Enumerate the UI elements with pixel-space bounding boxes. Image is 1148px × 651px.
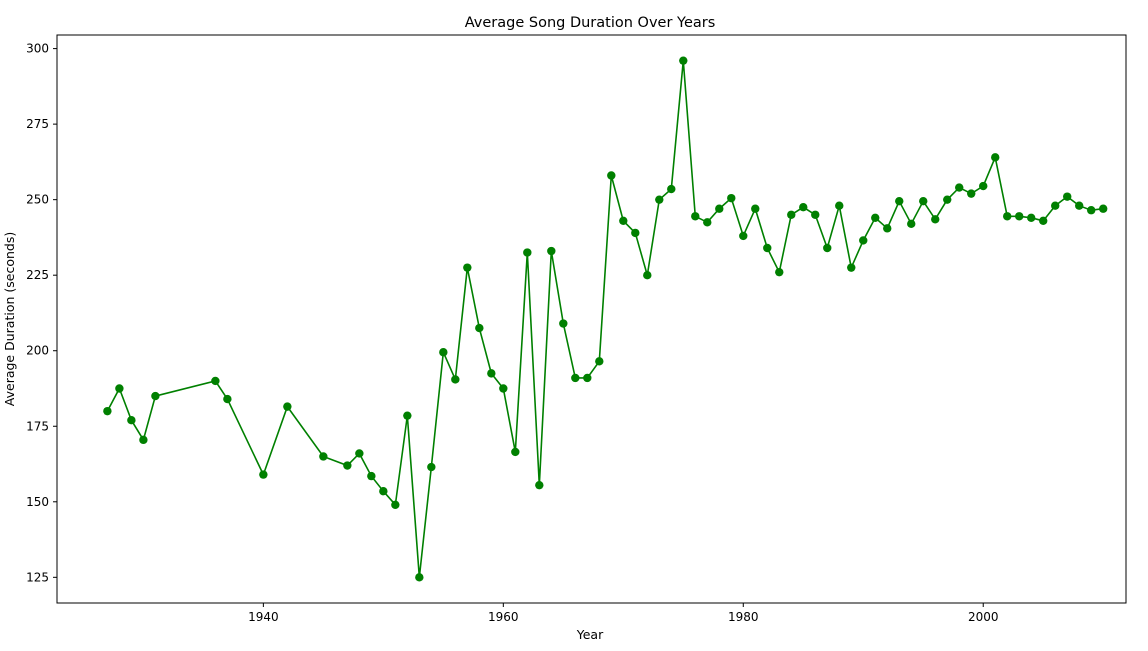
data-point [139, 435, 148, 445]
x-tick-label: 2000 [968, 610, 999, 624]
data-point [883, 224, 892, 233]
data-point [319, 452, 328, 461]
data-point [967, 189, 976, 198]
data-point [727, 193, 736, 203]
data-point [439, 348, 448, 357]
data-point [103, 406, 112, 416]
data-point [1099, 204, 1108, 213]
data-point [391, 500, 400, 510]
data-point [379, 487, 388, 496]
data-point [907, 219, 916, 229]
data-point [523, 248, 532, 257]
data-point [499, 384, 508, 393]
data-point [751, 204, 760, 213]
data-point [355, 449, 364, 458]
data-point [991, 153, 1000, 162]
x-tick-label: 1960 [488, 610, 519, 624]
data-point [403, 411, 412, 420]
data-point [979, 181, 988, 191]
data-point [919, 196, 928, 206]
data-point [895, 196, 904, 206]
data-point [715, 204, 724, 213]
data-point [871, 213, 880, 222]
data-point [463, 263, 472, 272]
data-point [535, 480, 544, 490]
data-point [115, 384, 124, 393]
data-point [607, 171, 616, 180]
data-point [703, 218, 712, 227]
data-point [1003, 212, 1012, 221]
data-point [655, 195, 664, 204]
data-point [223, 394, 232, 404]
series-points [103, 56, 1108, 582]
data-point [127, 416, 136, 425]
data-point [259, 470, 268, 479]
y-tick-label: 250 [26, 193, 49, 207]
x-axis: 1940 1960 1980 2000 [248, 603, 999, 624]
data-point [859, 236, 868, 245]
data-point [1063, 192, 1072, 201]
y-tick-label: 125 [26, 570, 49, 584]
data-point [475, 323, 484, 333]
data-point [931, 215, 940, 224]
data-point [955, 183, 964, 192]
data-point [1051, 201, 1060, 210]
data-point [1015, 212, 1024, 221]
data-point [1027, 213, 1036, 222]
y-tick-label: 225 [26, 268, 49, 282]
plot-area: 1940 1960 1980 2000 125 150 175 200 225 250 275 30… [26, 34, 1127, 624]
x-tick-label: 1980 [728, 610, 759, 624]
data-point [835, 201, 844, 210]
data-point [511, 447, 520, 457]
data-point [667, 184, 676, 194]
chart-title: Average Song Duration Over Years [465, 15, 716, 31]
data-point [151, 391, 160, 401]
data-point [619, 216, 628, 226]
data-point [823, 243, 832, 253]
x-tick-label: 1940 [248, 610, 279, 624]
data-point [583, 373, 592, 383]
data-point [643, 270, 652, 280]
data-point [811, 210, 820, 219]
data-point [595, 357, 604, 366]
data-point [763, 243, 772, 253]
x-axis-label: Year [576, 627, 604, 642]
y-axis-label: Average Duration (seconds) [2, 232, 17, 406]
data-point [739, 231, 748, 241]
data-point [847, 263, 856, 272]
data-point [283, 402, 292, 411]
data-point [559, 319, 568, 328]
series-line [106, 60, 1104, 578]
data-point [943, 195, 952, 204]
data-point [451, 375, 460, 384]
data-point [691, 212, 700, 221]
y-axis: 125 150 175 200 225 250 275 300 [26, 42, 57, 584]
data-point [799, 203, 808, 212]
data-point [343, 461, 352, 470]
data-point [571, 373, 580, 383]
data-point [211, 376, 220, 386]
plot-frame [56, 34, 1127, 604]
y-tick-label: 275 [26, 117, 49, 131]
y-tick-label: 150 [26, 495, 49, 509]
y-tick-label: 200 [26, 344, 49, 358]
data-point [631, 228, 640, 238]
data-point [775, 267, 784, 277]
y-tick-label: 175 [26, 419, 49, 433]
data-point [1075, 201, 1084, 210]
y-tick-label: 300 [26, 42, 49, 56]
data-point [1039, 216, 1048, 226]
data-point [415, 573, 424, 582]
data-point [547, 246, 556, 256]
data-point [1087, 206, 1096, 215]
data-point [787, 210, 796, 219]
data-point [679, 56, 688, 65]
data-point [427, 462, 436, 472]
data-point [367, 471, 376, 481]
data-point [487, 369, 496, 378]
